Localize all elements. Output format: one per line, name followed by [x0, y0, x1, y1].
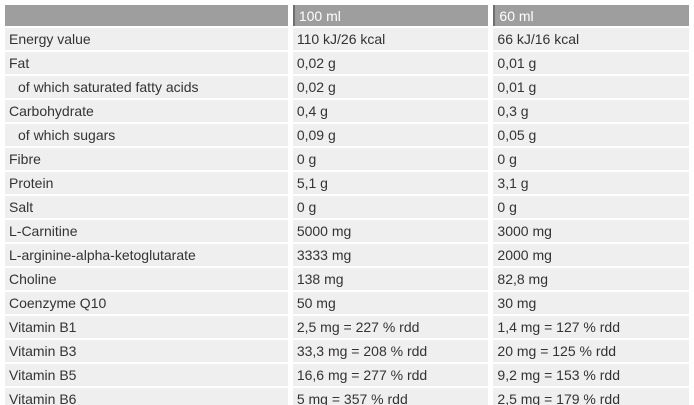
table-row: Salt 0 g 0 g — [5, 196, 689, 218]
value-cell-60ml: 0 g — [493, 196, 689, 218]
value-cell-100ml: 5000 mg — [292, 220, 489, 242]
value-cell-60ml: 0,3 g — [493, 100, 689, 122]
nutrient-label-cell: L-Carnitine — [5, 220, 288, 242]
table-row: L-arginine-alpha-ketoglutarate 3333 mg 2… — [5, 244, 689, 266]
nutrient-label-cell: Fat — [5, 52, 288, 74]
value-cell-100ml: 0 g — [292, 148, 489, 170]
value-cell-100ml: 50 mg — [292, 292, 489, 314]
value-cell-60ml: 1,4 mg = 127 % rdd — [493, 316, 689, 338]
nutrient-label-cell: Vitamin B1 — [5, 316, 288, 338]
nutrient-label-cell: Choline — [5, 268, 288, 290]
value-cell-60ml: 9,2 mg = 153 % rdd — [493, 364, 689, 386]
value-cell-60ml: 20 mg = 125 % rdd — [493, 340, 689, 362]
value-cell-100ml: 5,1 g — [292, 172, 489, 194]
value-cell-60ml: 30 mg — [493, 292, 689, 314]
header-row: 100 ml 60 ml — [5, 5, 689, 26]
value-cell-60ml: 3000 mg — [493, 220, 689, 242]
table-row: Choline 138 mg 82,8 mg — [5, 268, 689, 290]
nutrient-label-cell: Vitamin B3 — [5, 340, 288, 362]
nutrition-table: 100 ml 60 ml Energy value 110 kJ/26 kcal… — [0, 3, 694, 405]
value-cell-100ml: 0,02 g — [292, 52, 489, 74]
value-cell-100ml: 0,02 g — [292, 76, 489, 98]
table-row: Fibre 0 g 0 g — [5, 148, 689, 170]
table-row: Coenzyme Q10 50 mg 30 mg — [5, 292, 689, 314]
table-row: Vitamin B3 33,3 mg = 208 % rdd 20 mg = 1… — [5, 340, 689, 362]
value-cell-100ml: 0,4 g — [292, 100, 489, 122]
value-cell-60ml: 66 kJ/16 kcal — [493, 28, 689, 50]
value-cell-100ml: 138 mg — [292, 268, 489, 290]
nutrient-label-cell: of which sugars — [5, 124, 288, 146]
nutrient-label-cell: Coenzyme Q10 — [5, 292, 288, 314]
value-cell-100ml: 110 kJ/26 kcal — [292, 28, 489, 50]
corner-header-cell — [5, 5, 288, 26]
nutrient-label-cell: Vitamin B5 — [5, 364, 288, 386]
column-header-60ml: 60 ml — [493, 5, 689, 26]
table-row: Fat 0,02 g 0,01 g — [5, 52, 689, 74]
value-cell-100ml: 2,5 mg = 227 % rdd — [292, 316, 489, 338]
table-row: Protein 5,1 g 3,1 g — [5, 172, 689, 194]
table-row: of which sugars 0,09 g 0,05 g — [5, 124, 689, 146]
nutrient-label-cell: Fibre — [5, 148, 288, 170]
table-row: Vitamin B1 2,5 mg = 227 % rdd 1,4 mg = 1… — [5, 316, 689, 338]
value-cell-100ml: 5 mg = 357 % rdd — [292, 388, 489, 405]
value-cell-60ml: 0,01 g — [493, 52, 689, 74]
value-cell-100ml: 16,6 mg = 277 % rdd — [292, 364, 489, 386]
value-cell-60ml: 0 g — [493, 148, 689, 170]
table-body: Energy value 110 kJ/26 kcal 66 kJ/16 kca… — [5, 28, 689, 405]
value-cell-60ml: 3,1 g — [493, 172, 689, 194]
table-row: Carbohydrate 0,4 g 0,3 g — [5, 100, 689, 122]
value-cell-60ml: 0,05 g — [493, 124, 689, 146]
value-cell-60ml: 2,5 mg = 179 % rdd — [493, 388, 689, 405]
value-cell-100ml: 3333 mg — [292, 244, 489, 266]
value-cell-60ml: 0,01 g — [493, 76, 689, 98]
value-cell-60ml: 2000 mg — [493, 244, 689, 266]
value-cell-60ml: 82,8 mg — [493, 268, 689, 290]
nutrient-label-cell: Carbohydrate — [5, 100, 288, 122]
nutrient-label-cell: Vitamin B6 — [5, 388, 288, 405]
nutrient-label-cell: Salt — [5, 196, 288, 218]
table-row: L-Carnitine 5000 mg 3000 mg — [5, 220, 689, 242]
table-row: Energy value 110 kJ/26 kcal 66 kJ/16 kca… — [5, 28, 689, 50]
table-row: Vitamin B6 5 mg = 357 % rdd 2,5 mg = 179… — [5, 388, 689, 405]
nutrient-label-cell: L-arginine-alpha-ketoglutarate — [5, 244, 288, 266]
table-row: Vitamin B5 16,6 mg = 277 % rdd 9,2 mg = … — [5, 364, 689, 386]
table-row: of which saturated fatty acids 0,02 g 0,… — [5, 76, 689, 98]
value-cell-100ml: 0 g — [292, 196, 489, 218]
nutrient-label-cell: of which saturated fatty acids — [5, 76, 288, 98]
nutrient-label-cell: Energy value — [5, 28, 288, 50]
value-cell-100ml: 33,3 mg = 208 % rdd — [292, 340, 489, 362]
value-cell-100ml: 0,09 g — [292, 124, 489, 146]
column-header-100ml: 100 ml — [292, 5, 489, 26]
nutrient-label-cell: Protein — [5, 172, 288, 194]
